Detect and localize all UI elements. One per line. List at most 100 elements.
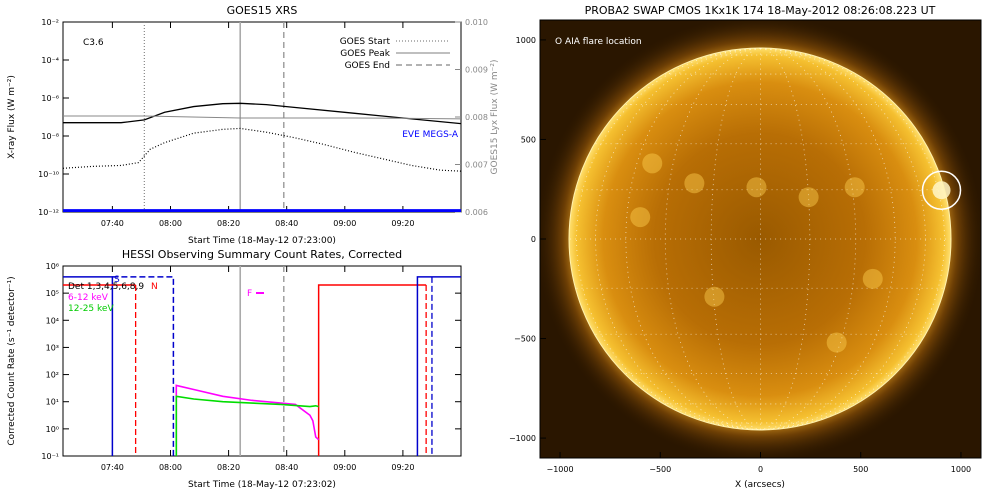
swap-x-tick-label: 0 [758,465,763,474]
goes-legend-peak: GOES Peak [340,49,390,59]
goes-x-tick-label: 08:40 [275,219,298,228]
goes-series-long [63,102,461,125]
swap-y-tick-label: −1000 [509,434,536,443]
goes-y-ticks-left: 10⁻¹² 10⁻¹⁰ 10⁻⁸ 10⁻⁶ 10⁻⁴ 10⁻² [38,18,69,217]
hessi-series-12-25-kev [175,395,319,456]
hessi-flag-s-label: S [114,275,120,285]
swap-x-tick-label: 500 [853,465,868,474]
goes-legend-start: GOES Start [340,37,391,47]
hessi-s-bar-3 [416,276,461,456]
goes-x-tick-label: 08:20 [217,219,240,228]
goes-panel: GOES15 XRS C3.6 10⁻¹²10⁻¹⁰10⁻⁸10⁻⁶10⁻⁴10… [7,4,500,246]
swap-legend: O AIA flare location [555,37,642,47]
grid-longitude [760,48,857,430]
hessi-y-tick-label: 10¹ [46,398,59,407]
swap-xlabel: X (arcsecs) [735,480,785,490]
hessi-y-tick-label: 10⁶ [46,262,59,271]
goes-class-label: C3.6 [83,38,104,48]
swap-y-ticks: 1000 500 0 −500 −1000 [509,36,546,443]
goes-y-ticks-right: 0.006 0.007 0.008 0.009 0.010 [455,18,488,217]
goes-y-tick-right-label: 0.010 [465,18,488,27]
hessi-x-tick-label: 08:40 [275,463,298,472]
grid-longitude [664,48,761,430]
heliographic-grid [570,48,951,430]
hessi-flag-bars [63,266,461,456]
grid-longitude [760,48,926,430]
goes-series-short [63,127,461,172]
active-region [844,177,865,198]
goes-event-lines [143,22,285,212]
swap-x-ticks: −1000 −500 0 500 1000 [547,452,971,474]
hessi-series-6-12-kev [175,384,320,456]
swap-x-tick-label: −1000 [547,465,574,474]
hessi-legend-det: Det 1,3,4,5,6,8,9 [68,282,144,292]
hessi-x-tick-label: 09:20 [391,463,414,472]
hessi-y-tick-label: 10⁰ [46,425,59,434]
goes-series-lyx [63,115,461,120]
swap-y-tick-label: 1000 [516,36,536,45]
swap-y-tick-label: 500 [521,135,536,144]
goes-y-tick-label: 10⁻² [41,18,59,27]
hessi-y-tick-label: 10⁻¹ [41,452,59,461]
swap-x-tick-label: −500 [649,465,671,474]
goes-x-tick-label: 08:00 [159,219,182,228]
sun-limb [568,47,952,431]
flare-bright-region [932,181,951,200]
hessi-legend-12-25: 12-25 keV [68,304,114,314]
goes-y-tick-label: 10⁻¹² [38,208,59,217]
active-region [684,173,705,194]
hessi-ylabel: Corrected Count Rate (s⁻¹ detector⁻¹) [7,276,17,445]
goes-x-tick-label: 09:20 [391,219,414,228]
grid-longitude [595,48,761,430]
hessi-s-bar-2 [112,276,175,456]
hessi-y-tick-label: 10⁵ [46,289,59,298]
goes-y-tick-right-label: 0.006 [465,208,488,217]
swap-title: PROBA2 SWAP CMOS 1Kx1K 174 18-May-2012 0… [585,4,936,17]
goes-y-tick-label: 10⁻⁴ [41,56,59,65]
swap-x-tick-label: 1000 [951,465,971,474]
swap-y-tick-label: −500 [514,335,536,344]
swap-panel: PROBA2 SWAP CMOS 1Kx1K 174 18-May-2012 0… [509,4,982,490]
hessi-legend-6-12: 6-12 keV [68,293,109,303]
hessi-x-tick-label: 08:20 [217,463,240,472]
hessi-x-tick-label: 09:00 [333,463,356,472]
goes-x-tick-label: 07:40 [101,219,124,228]
hessi-x-tick-label: 08:00 [159,463,182,472]
hessi-x-tick-label: 07:40 [101,463,124,472]
goes-y-tick-label: 10⁻⁶ [41,94,59,103]
hessi-y-tick-label: 10² [46,371,59,380]
goes-ylabel-right: GOES15 Lyx Flux (W m⁻²) [490,60,500,175]
active-region [826,332,847,353]
hessi-x-ticks: 07:40 08:00 08:20 08:40 09:00 09:20 [101,266,414,472]
hessi-flag-f-label: F [247,289,252,299]
goes-y-tick-right-label: 0.009 [465,66,488,75]
goes-ylabel-left: X-ray Flux (W m⁻²) [7,75,17,159]
hessi-title: HESSI Observing Summary Count Rates, Cor… [122,248,402,261]
goes-series [63,102,461,212]
active-region [642,153,663,174]
hessi-panel: HESSI Observing Summary Count Rates, Cor… [7,248,462,490]
hessi-y-tick-label: 10⁴ [46,316,59,325]
hessi-xlabel: Start Time (18-May-12 07:23:02) [188,480,336,490]
goes-legend: GOES Start GOES Peak GOES End [340,37,450,71]
hessi-y-ticks: 10⁻¹ 10⁰ 10¹ 10² 10³ 10⁴ 10⁵ 10⁶ [41,262,461,461]
goes-plot-frame [62,21,462,213]
active-region [630,207,651,228]
aia-flare-location-marker [921,170,962,210]
active-region [746,177,767,198]
goes-y-tick-label: 10⁻⁸ [41,132,59,141]
hessi-flag-n-label: N [151,282,158,292]
swap-y-tick-label: 0 [531,235,536,244]
goes-eve-label: EVE MEGS-A [402,130,459,140]
hessi-plot-frame [62,265,462,457]
goes-y-tick-label: 10⁻¹⁰ [38,170,59,179]
goes-title: GOES15 XRS [227,4,298,17]
goes-x-tick-label: 09:00 [333,219,356,228]
hessi-series [175,384,320,456]
sun-disk [569,48,951,430]
goes-xlabel: Start Time (18-May-12 07:23:00) [188,236,336,246]
active-region [704,286,725,307]
hessi-n-bar-2 [317,284,427,456]
hessi-y-tick-label: 10³ [46,343,59,352]
